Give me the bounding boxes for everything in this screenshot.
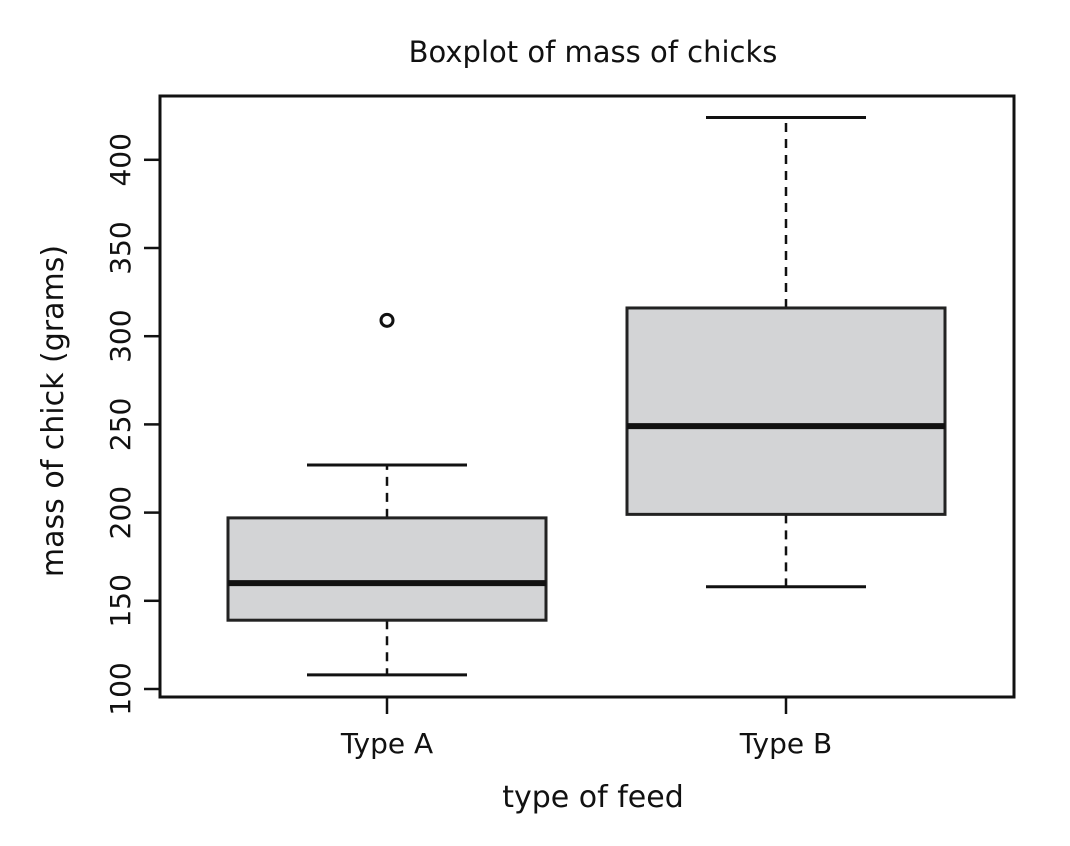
box-group (625, 115, 947, 589)
x-axis: Type A Type B (340, 697, 832, 760)
y-axis: 100 150 200 250 300 350 400 (104, 133, 160, 716)
boxes-layer (226, 115, 947, 677)
x-tick-label: Type B (739, 727, 832, 760)
x-tick-label: Type A (340, 727, 433, 760)
plot-frame (158, 94, 1016, 699)
y-tick-label: 200 (104, 486, 137, 539)
x-axis-label: type of feed (502, 780, 684, 815)
chart-title: Boxplot of mass of chicks (409, 35, 778, 69)
iqr-box (226, 516, 548, 622)
y-tick-label: 400 (104, 133, 137, 186)
y-tick-label: 250 (104, 398, 137, 451)
y-tick-label: 150 (104, 574, 137, 627)
y-tick-label: 100 (104, 662, 137, 715)
iqr-box (625, 306, 947, 516)
y-axis-label: mass of chick (grams) (36, 245, 71, 577)
outlier-point (379, 312, 395, 328)
y-tick-label: 350 (104, 221, 137, 274)
box-group (226, 312, 548, 677)
y-tick-label: 300 (104, 309, 137, 362)
